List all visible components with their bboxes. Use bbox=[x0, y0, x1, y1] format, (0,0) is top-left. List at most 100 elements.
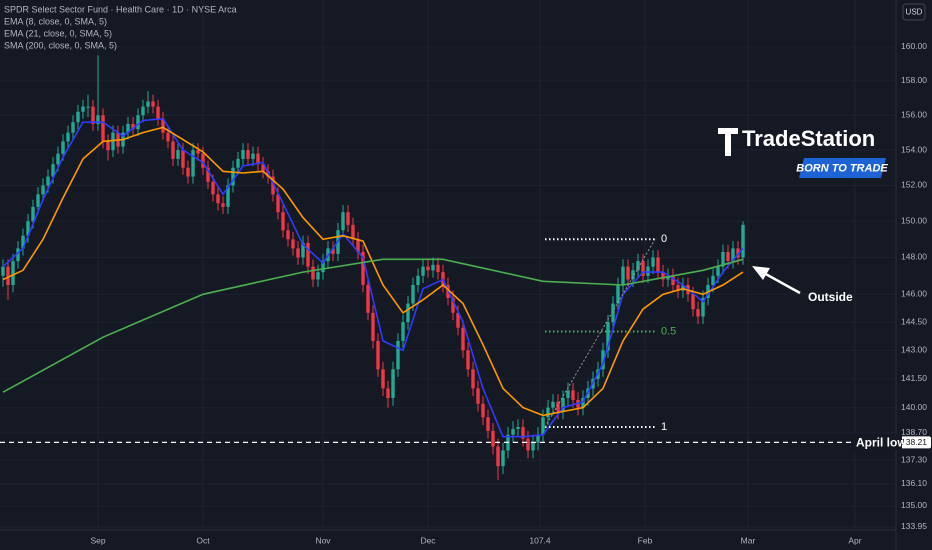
candle-body bbox=[666, 275, 670, 280]
outside-arrow: Outside bbox=[752, 266, 853, 304]
x-tick-label: Mar bbox=[741, 535, 756, 545]
candle-body bbox=[386, 388, 390, 398]
candle-body bbox=[496, 446, 500, 467]
candle-body bbox=[46, 176, 50, 186]
candle-body bbox=[296, 248, 300, 258]
y-tick-label: 160.00 bbox=[901, 41, 927, 51]
arrow-shaft bbox=[761, 270, 801, 295]
x-tick-label: Feb bbox=[638, 535, 653, 545]
price-badge-label: 138.21 bbox=[901, 437, 927, 447]
chart-title: SPDR Select Sector Fund · Health Care · … bbox=[4, 4, 237, 14]
candle-body bbox=[226, 185, 230, 207]
candle-body bbox=[126, 123, 130, 133]
candle-body bbox=[41, 185, 45, 195]
y-tick-label: 133.95 bbox=[901, 521, 927, 531]
candle-body bbox=[531, 442, 535, 451]
candle-body bbox=[641, 261, 645, 276]
y-tick-label: 143.00 bbox=[901, 345, 927, 355]
candle-body bbox=[311, 266, 315, 280]
candle-body bbox=[101, 115, 105, 142]
hline-label: April low bbox=[856, 436, 907, 450]
candle-body bbox=[726, 252, 730, 262]
candle-body bbox=[371, 312, 375, 341]
candle-body bbox=[486, 417, 490, 431]
candle-body bbox=[616, 285, 620, 304]
candle-body bbox=[176, 150, 180, 159]
candle-body bbox=[161, 118, 165, 133]
candle-body bbox=[456, 312, 460, 328]
candle-body bbox=[451, 297, 455, 313]
candle-body bbox=[356, 239, 360, 253]
candle-body bbox=[626, 266, 630, 280]
candle-body bbox=[401, 322, 405, 341]
candle-body bbox=[571, 390, 575, 400]
candle-body bbox=[86, 106, 90, 108]
candle-body bbox=[71, 122, 75, 133]
legend-entry: EMA (8, close, 0, SMA, 5) bbox=[4, 16, 107, 26]
candle-body bbox=[341, 212, 345, 231]
candle-body bbox=[291, 239, 295, 249]
candle-body bbox=[146, 101, 150, 107]
candle-body bbox=[476, 388, 480, 404]
candle-body bbox=[306, 242, 310, 267]
candle-body bbox=[511, 428, 515, 435]
candle-body bbox=[366, 285, 370, 313]
candle-body bbox=[631, 270, 635, 280]
x-tick-label: 107.4 bbox=[529, 535, 551, 545]
candle-body bbox=[331, 248, 335, 254]
currency-label: USD bbox=[906, 8, 923, 17]
candle-body bbox=[136, 115, 140, 130]
candle-body bbox=[501, 450, 505, 467]
candle-body bbox=[661, 272, 665, 280]
y-tick-label: 144.50 bbox=[901, 316, 927, 326]
candle-body bbox=[351, 224, 355, 240]
candle-body bbox=[91, 106, 95, 124]
candle-body bbox=[171, 141, 175, 159]
brand-slogan: BORN TO TRADE bbox=[796, 162, 888, 174]
candle-body bbox=[196, 150, 200, 154]
candle-body bbox=[251, 153, 255, 159]
candle-body bbox=[411, 285, 415, 304]
candle-body bbox=[376, 340, 380, 370]
candle-body bbox=[601, 350, 605, 370]
candle-body bbox=[1, 266, 5, 276]
candle-body bbox=[141, 106, 145, 116]
candle-body bbox=[56, 153, 60, 165]
candle-body bbox=[741, 224, 745, 258]
candle-body bbox=[66, 132, 70, 142]
candle-body bbox=[206, 167, 210, 182]
candle-body bbox=[271, 176, 275, 195]
legend-entry: EMA (21, close, 0, SMA, 5) bbox=[4, 28, 112, 38]
brand-icon bbox=[718, 128, 738, 156]
x-tick-label: Apr bbox=[848, 535, 861, 545]
candle-body bbox=[421, 266, 425, 276]
candle-body bbox=[671, 275, 675, 286]
candle-body bbox=[156, 106, 160, 119]
fib-label: 1 bbox=[661, 421, 667, 433]
candle-body bbox=[696, 309, 700, 317]
candle-body bbox=[701, 297, 705, 317]
y-tick-label: 148.00 bbox=[901, 252, 927, 262]
candle-body bbox=[381, 369, 385, 389]
candle-body bbox=[61, 141, 65, 154]
candle-body bbox=[231, 167, 235, 186]
candle-body bbox=[416, 275, 420, 286]
candle-body bbox=[406, 303, 410, 323]
y-tick-label: 136.10 bbox=[901, 478, 927, 488]
candle-body bbox=[546, 407, 550, 418]
plot-area bbox=[0, 55, 895, 480]
candle-body bbox=[656, 257, 660, 273]
hline-label-bg bbox=[852, 434, 902, 451]
brand-name: TradeStation bbox=[742, 126, 875, 151]
candle-body bbox=[201, 153, 205, 168]
fib-label: 0.5 bbox=[661, 325, 676, 337]
candle-body bbox=[581, 397, 585, 408]
fib-label: 0 bbox=[661, 233, 667, 245]
currency-button[interactable] bbox=[902, 3, 926, 21]
y-tick-label: 154.00 bbox=[901, 144, 927, 154]
candle-body bbox=[261, 164, 265, 172]
x-tick-label: Nov bbox=[315, 535, 331, 545]
candle-body bbox=[566, 390, 570, 398]
